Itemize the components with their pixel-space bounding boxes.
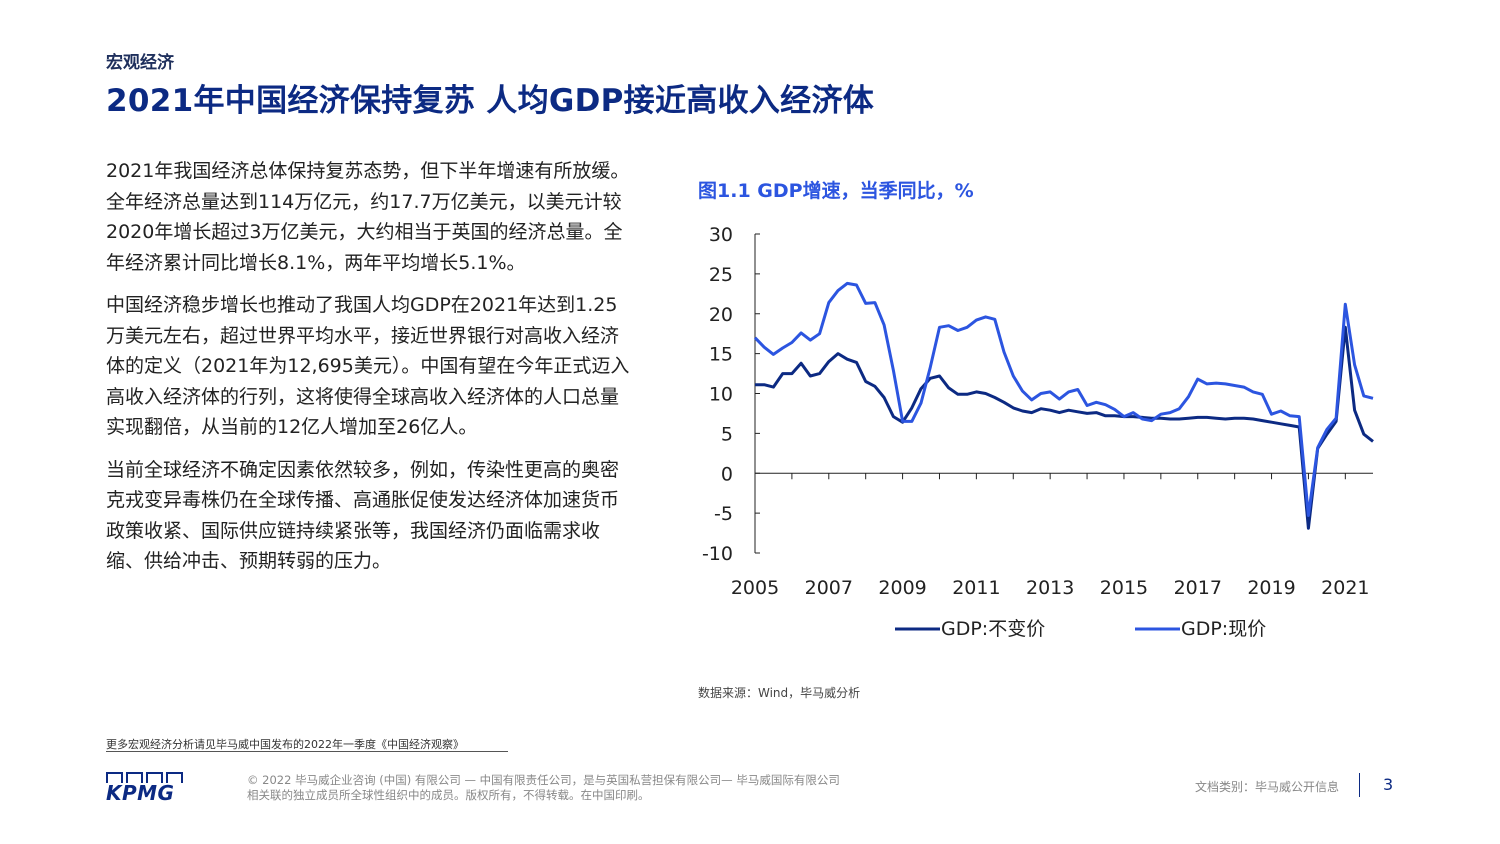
x-tick-label: 2017 <box>1174 577 1222 599</box>
chart-title: 图1.1 GDP增速，当季同比，% <box>698 180 974 202</box>
chart-source: 数据来源：Wind，毕马威分析 <box>698 686 861 700</box>
x-tick-label: 2019 <box>1247 577 1295 599</box>
page-title: 2021年中国经济保持复苏 人均GDP接近高收入经济体 <box>106 83 875 119</box>
series-line-1 <box>755 325 1374 530</box>
legend-label: GDP:现价 <box>1181 618 1266 640</box>
x-tick-label: 2021 <box>1321 577 1369 599</box>
x-tick-label: 2013 <box>1026 577 1074 599</box>
x-tick-label: 2007 <box>805 577 853 599</box>
section-tag: 宏观经济 <box>106 53 174 73</box>
legend-label: GDP:不变价 <box>941 618 1045 640</box>
y-tick-label: 15 <box>709 344 733 366</box>
copyright-line: 相关联的独立成员所全球性组织中的成员。版权所有，不得转载。在中国印刷。 <box>247 788 650 802</box>
y-tick-label: 20 <box>709 304 733 326</box>
y-tick-label: 25 <box>709 264 733 286</box>
paragraph: 中国经济稳步增长也推动了我国人均GDP在2021年达到1.25万美元左右，超过世… <box>106 294 630 438</box>
page-number: 3 <box>1383 775 1394 794</box>
logo-box <box>146 772 163 783</box>
y-tick-label: 5 <box>721 423 733 445</box>
y-tick-label: 10 <box>709 384 733 406</box>
copyright-line: © 2022 毕马威企业咨询 (中国) 有限公司 — 中国有限责任公司，是与英国… <box>247 773 840 787</box>
y-tick-label: -5 <box>714 503 733 525</box>
footer-divider <box>1359 773 1360 797</box>
body-text: 2021年我国经济总体保持复苏态势，但下半年增速有所放缓。全年经济总量达到114… <box>106 156 631 589</box>
x-tick-label: 2011 <box>952 577 1000 599</box>
y-tick-label: 0 <box>721 463 733 485</box>
logo-box <box>166 772 183 783</box>
y-tick-label: 30 <box>709 224 733 246</box>
x-tick-label: 2009 <box>878 577 926 599</box>
copyright: © 2022 毕马威企业咨询 (中国) 有限公司 — 中国有限责任公司，是与英国… <box>247 773 840 803</box>
footnote-underline <box>106 751 508 752</box>
logo-boxes <box>106 772 188 783</box>
logo-box <box>106 772 123 783</box>
kpmg-logo: KPMG <box>106 772 188 806</box>
logo-wordmark: KPMG <box>106 781 175 805</box>
document-classification: 文档类别：毕马威公开信息 <box>1195 780 1340 794</box>
series-line-2 <box>753 281 1374 517</box>
logo-box <box>126 772 143 783</box>
paragraph: 2021年我国经济总体保持复苏态势，但下半年增速有所放缓。全年经济总量达到114… <box>106 160 630 274</box>
y-tick-label: -10 <box>702 543 733 565</box>
x-tick-label: 2015 <box>1100 577 1148 599</box>
footnote[interactable]: 更多宏观经济分析请见毕马威中国发布的2022年一季度《中国经济观察》 <box>106 738 464 751</box>
paragraph: 当前全球经济不确定因素依然较多，例如，传染性更高的奥密克戎变异毒株仍在全球传播、… <box>106 458 620 573</box>
x-tick-label: 2005 <box>731 577 779 599</box>
